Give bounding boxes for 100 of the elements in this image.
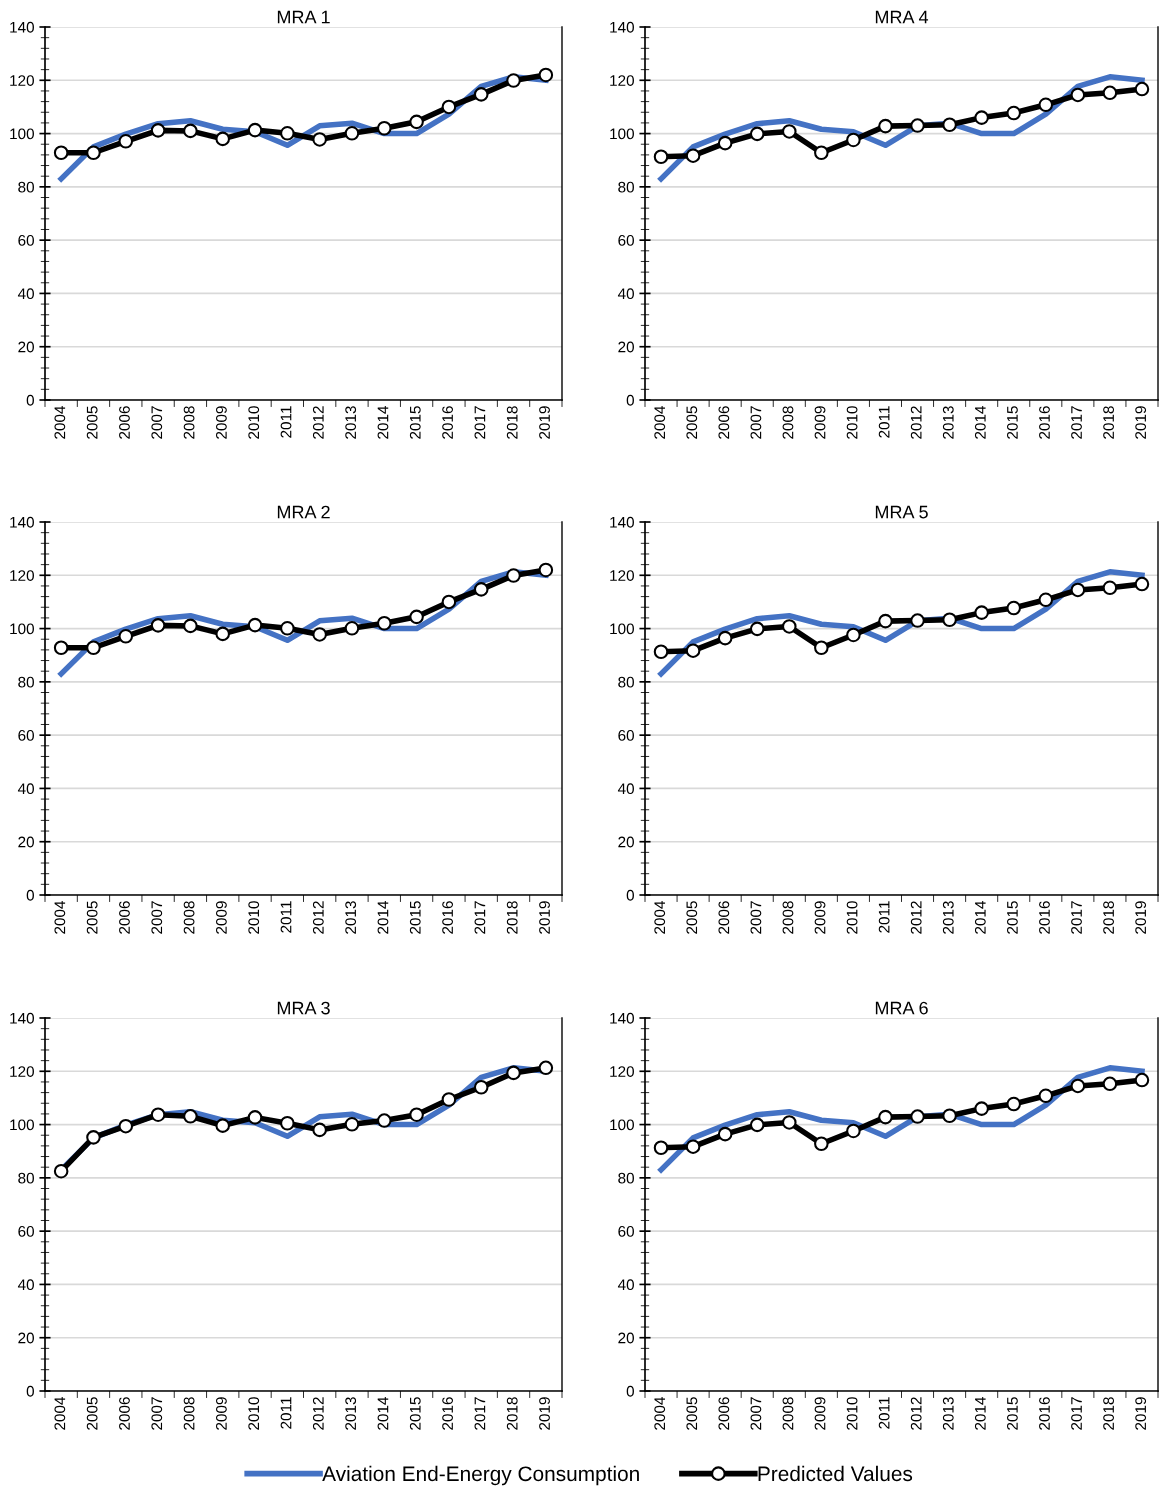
point (183, 618, 198, 634)
point (280, 621, 295, 636)
point (1006, 105, 1022, 121)
x-tick-label: 2018 (506, 406, 518, 439)
point (717, 135, 733, 151)
x-tick-label: 2016 (442, 406, 454, 439)
x-tick-label: 2013 (942, 901, 954, 934)
y-tick-label: 120 (610, 75, 634, 86)
x-tick-label: 2008 (183, 1397, 195, 1430)
point (781, 619, 797, 634)
point (814, 640, 829, 656)
x-tick-label: 2009 (814, 1397, 826, 1430)
y-tick-label: 140 (10, 1012, 34, 1024)
chart-title: MRA 6 (875, 1001, 928, 1015)
x-tick-label: 2010 (846, 406, 858, 439)
x-tick-label: 2015 (409, 1397, 421, 1430)
point (312, 1122, 327, 1138)
x-tick-label: 2010 (846, 1397, 858, 1430)
point (1070, 87, 1086, 103)
point (53, 145, 69, 161)
point (1038, 592, 1054, 608)
x-tick-label: 2016 (1039, 901, 1050, 934)
point (1070, 582, 1086, 598)
point (878, 1109, 893, 1125)
point (344, 621, 360, 636)
x-tick-label: 2008 (183, 406, 195, 439)
y-tick-label: 40 (17, 1279, 34, 1291)
point (473, 1079, 489, 1095)
point (942, 612, 957, 628)
point (215, 626, 231, 642)
point (247, 1110, 263, 1125)
y-tick-label: 80 (18, 181, 34, 193)
x-tick-label: 2011 (878, 406, 890, 438)
x-tick-label: 2007 (151, 406, 163, 439)
point (781, 1115, 797, 1130)
y-tick-label: 120 (10, 1066, 34, 1077)
point (441, 594, 457, 610)
x-tick-label: 2019 (1135, 406, 1147, 439)
point (376, 120, 392, 136)
x-tick-label: 2006 (119, 901, 130, 934)
point (118, 134, 134, 149)
point (150, 123, 166, 138)
x-tick-label: 2004 (654, 901, 666, 934)
point (846, 1123, 861, 1139)
y-tick-label: 0 (26, 394, 34, 406)
point (247, 122, 263, 138)
point (1006, 1096, 1022, 1112)
point (1038, 97, 1054, 113)
legend-label: Predicted Values (758, 1465, 913, 1482)
x-tick-label: 2004 (54, 406, 66, 439)
x-tick-label: 2007 (750, 406, 762, 439)
point (473, 87, 489, 102)
x-tick-label: 2016 (1039, 1397, 1050, 1430)
point (376, 1113, 392, 1128)
y-tick-label: 80 (618, 676, 634, 688)
x-tick-label: 2012 (312, 901, 324, 934)
y-tick-label: 0 (26, 889, 34, 901)
y-tick-label: 40 (17, 783, 34, 795)
y-tick-label: 140 (610, 516, 634, 528)
point (506, 73, 521, 88)
point (653, 149, 669, 165)
legend-label: Aviation End-Energy Consumption (322, 1465, 639, 1486)
y-tick-label: 80 (18, 1172, 34, 1184)
point (717, 630, 733, 646)
chart-title: MRA 1 (277, 10, 330, 24)
y-tick-label: 60 (618, 730, 634, 741)
x-tick-label: 2004 (654, 406, 666, 439)
point (150, 618, 166, 633)
y-tick-label: 100 (610, 128, 634, 140)
x-tick-label: 2013 (942, 406, 954, 439)
point (814, 145, 829, 161)
x-tick-label: 2015 (409, 406, 421, 439)
point (150, 1107, 166, 1122)
x-tick-label: 2017 (474, 901, 486, 934)
x-tick-label: 2011 (280, 406, 292, 438)
y-tick-label: 40 (617, 783, 634, 795)
point (653, 644, 669, 660)
x-tick-label: 2019 (1135, 901, 1147, 934)
y-tick-label: 80 (18, 676, 34, 688)
point (86, 1130, 101, 1145)
y-tick-label: 140 (610, 21, 634, 33)
x-tick-label: 2013 (345, 406, 357, 439)
point (749, 126, 765, 142)
x-tick-label: 2017 (474, 1397, 486, 1430)
point (1102, 85, 1118, 101)
point (685, 1139, 701, 1154)
x-tick-label: 2018 (506, 1397, 518, 1430)
y-tick-label: 140 (10, 21, 34, 33)
y-tick-label: 140 (610, 1012, 634, 1024)
point (878, 118, 893, 134)
point (344, 126, 360, 141)
x-tick-label: 2006 (718, 406, 730, 439)
x-tick-label: 2014 (377, 406, 389, 439)
y-tick-label: 0 (26, 1385, 34, 1397)
y-tick-label: 60 (18, 730, 34, 741)
point (473, 582, 489, 597)
point (974, 110, 989, 125)
x-tick-label: 2005 (686, 406, 698, 439)
point (409, 114, 424, 130)
point (878, 613, 893, 629)
